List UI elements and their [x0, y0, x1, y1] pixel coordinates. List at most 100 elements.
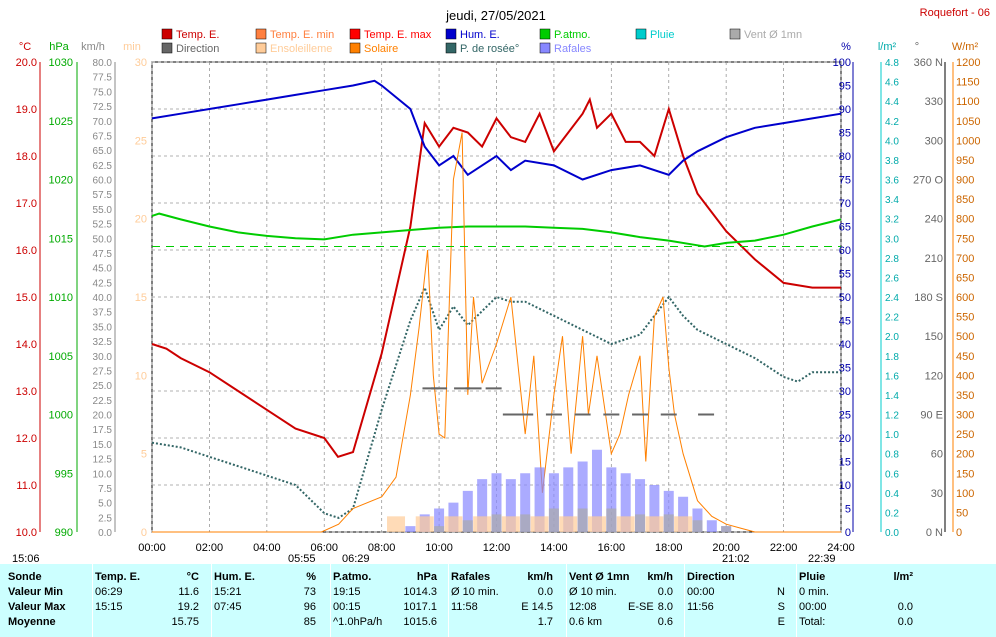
- hum-ticks-label: 60: [839, 245, 851, 257]
- dir-ticks-label: 270 O: [913, 175, 943, 187]
- vent-1mn-bar: [434, 526, 445, 532]
- table-cell-value: 0.6: [657, 616, 673, 628]
- press-ticks-label: 1030: [49, 57, 73, 69]
- wind-ticks-label: 25.0: [93, 381, 113, 392]
- sol-ticks-label: 550: [956, 312, 974, 324]
- legend-label: Rafales: [554, 43, 592, 55]
- x-tick-label: 08:00: [368, 542, 396, 554]
- rafales-bar: [591, 449, 602, 532]
- table-column-unit: °C: [186, 571, 199, 583]
- legend-label: Temp. E. min: [270, 29, 334, 41]
- wind-ticks-label: 72.5: [93, 102, 113, 113]
- ensoleilleme-bar: [587, 516, 606, 532]
- rain-ticks-label: 0.2: [885, 508, 899, 519]
- stats-table: Sonde Valeur Min Valeur Max Moyenne Temp. E.…: [0, 564, 996, 637]
- rafales-bar: [663, 490, 674, 532]
- legend-swatch: [255, 42, 267, 54]
- wind-ticks-label: 62.5: [93, 161, 113, 172]
- rafales-bar: [577, 461, 588, 532]
- p-atmo-line: [151, 212, 842, 248]
- rain-ticks-label: 2.8: [885, 254, 899, 265]
- wind-ticks-label: 7.5: [98, 484, 112, 495]
- table-column-title: Hum. E.: [214, 571, 255, 583]
- sunrise-label: 05:55: [288, 553, 316, 564]
- x-tick-label: 16:00: [598, 542, 626, 554]
- rafales-bar: [534, 467, 545, 532]
- table-cell-left: Moyenne: [8, 616, 56, 628]
- hum-ticks-label: 30: [839, 386, 851, 398]
- ensoleilleme-bar: [616, 516, 635, 532]
- dir-ticks-label: 240: [925, 214, 943, 226]
- temp-ticks-label: 11.0: [16, 480, 37, 492]
- table-column-unit: l/m²: [893, 571, 913, 583]
- rafales-bar: [405, 526, 416, 532]
- table-cell-left: 07:45: [214, 601, 242, 613]
- wind-ticks-label: 2.5: [98, 513, 112, 524]
- table-column: Sonde Valeur Min Valeur Max Moyenne: [6, 564, 86, 637]
- legend-swatch: [729, 28, 741, 40]
- table-column-title: Temp. E.: [95, 571, 141, 583]
- wind-ticks-label: 42.5: [93, 278, 113, 289]
- rain-ticks-label: 3.4: [885, 195, 899, 206]
- wind-ticks-label: 60.0: [93, 176, 113, 187]
- hum-ticks-label: 70: [839, 198, 851, 210]
- temp-unit: °C: [19, 41, 31, 53]
- wind-ticks-label: 57.5: [93, 190, 113, 201]
- sol-ticks-label: 750: [956, 233, 974, 245]
- hum-ticks-label: 95: [839, 81, 851, 93]
- ensoleilleme-bar: [559, 516, 578, 532]
- wind-ticks-label: 47.5: [93, 249, 113, 260]
- hum-ticks-label: 15: [839, 457, 851, 469]
- legend-label: Direction: [176, 43, 219, 55]
- min-ticks-label: 0: [141, 527, 147, 539]
- weather-chart: 20.0 19.0 18.0 17.0 16.0 15.0 14.0 13.0 12.0 11.0…: [12, 7, 990, 564]
- dir-ticks-label: 90 E: [920, 410, 943, 422]
- table-column: Direction 00:00 N 11:56 S E: [684, 564, 789, 637]
- hum-ticks-label: 25: [839, 410, 851, 422]
- x-tick-label: 24:00: [827, 542, 855, 554]
- table-column: Hum. E.% 15:21 73 07:45 96 85: [211, 564, 320, 637]
- legend-swatch: [255, 28, 267, 40]
- rain-ticks-label: 1.0: [885, 430, 899, 441]
- temp-ticks-label: 14.0: [16, 339, 37, 351]
- legend-swatch: [445, 28, 457, 40]
- dir-ticks-label: 30: [931, 488, 943, 500]
- min-ticks-label: 5: [141, 449, 147, 461]
- rain-ticks-label: 4.4: [885, 97, 899, 108]
- ensoleilleme-bar: [473, 516, 492, 532]
- rain-ticks-label: 2.4: [885, 293, 899, 304]
- table-cell-value: 73: [303, 586, 316, 598]
- legend-label: Temp. E. max: [364, 29, 432, 41]
- press-ticks-label: 1010: [49, 292, 73, 304]
- x-tick-label: 02:00: [196, 542, 224, 554]
- legend-label: Ensoleilleme: [270, 43, 332, 55]
- x-tick-label: 06:00: [310, 542, 338, 554]
- table-column-title: Sonde: [8, 571, 42, 583]
- temp-ticks-label: 20.0: [16, 57, 37, 69]
- rain-ticks-label: 3.2: [885, 215, 899, 226]
- table-cell-left: Ø 10 min.: [451, 586, 499, 598]
- table-column-unit: km/h: [647, 571, 673, 583]
- rain-ticks-label: 3.0: [885, 234, 899, 245]
- table-cell-left: 15:21: [214, 586, 242, 598]
- hum-ticks-label: 10: [839, 480, 851, 492]
- rafales-bar: [649, 485, 660, 532]
- sol-ticks-label: 100: [956, 488, 974, 500]
- x-tick-label: 22:00: [770, 542, 798, 554]
- temp-ticks-label: 18.0: [16, 151, 37, 163]
- sol-ticks-label: 50: [956, 507, 968, 519]
- legend-label: Temp. E.: [176, 29, 219, 41]
- x-tick-label: 12:00: [483, 542, 511, 554]
- ensoleilleme-bar: [645, 516, 664, 532]
- ensoleilleme-bar: [387, 516, 406, 532]
- ensoleilleme-bar: [415, 516, 434, 532]
- table-cell-value: 1014.3: [403, 586, 437, 598]
- rafales-bar: [491, 473, 502, 532]
- sol-ticks-label: 800: [956, 214, 974, 226]
- table-cell-left: 0.6 km: [569, 616, 603, 628]
- table-cell-value: 0.0: [657, 586, 673, 598]
- rain-unit: l/m²: [878, 41, 897, 53]
- wind-ticks-label: 80.0: [93, 58, 113, 69]
- rafales-bar: [635, 479, 646, 532]
- table-column-unit: km/h: [527, 571, 553, 583]
